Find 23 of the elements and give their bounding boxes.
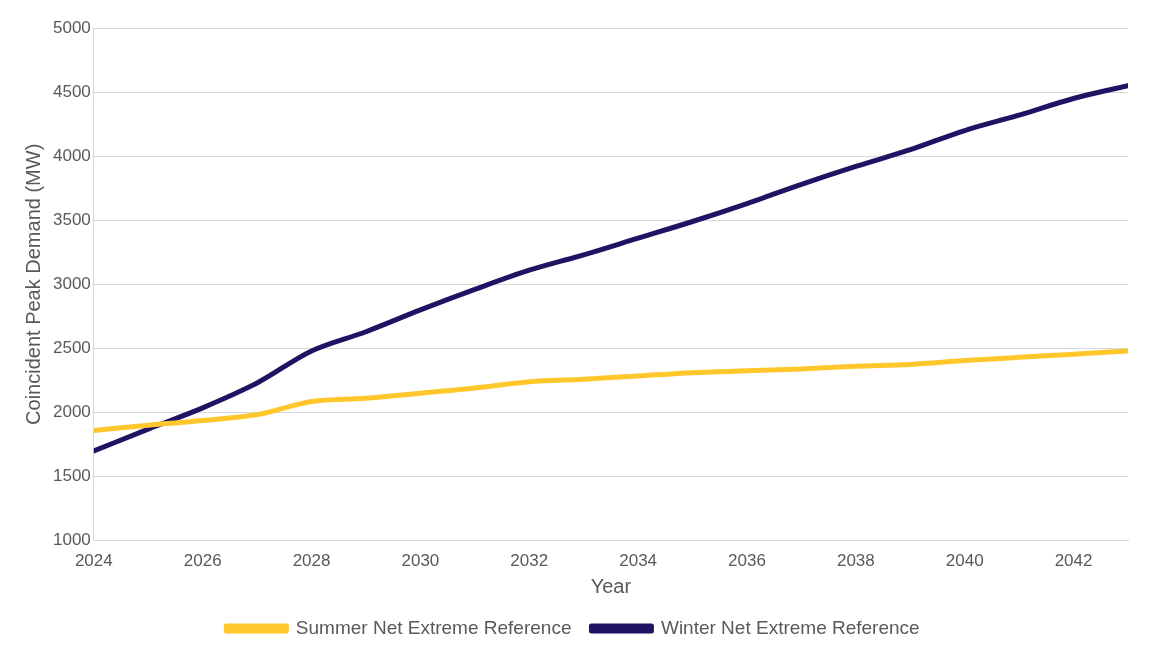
x-tick-label: 2040 bbox=[945, 551, 984, 571]
x-tick-label: 2026 bbox=[183, 551, 222, 571]
x-tick-label: 2028 bbox=[292, 551, 331, 571]
x-tick-label: 2034 bbox=[619, 551, 658, 571]
legend-label: Winter Net Extreme Reference bbox=[660, 616, 920, 638]
x-tick-label: 2036 bbox=[728, 551, 766, 571]
y-tick-label: 1500 bbox=[52, 466, 91, 486]
x-tick-label: 2042 bbox=[1054, 551, 1093, 571]
y-axis-title: Coincident Peak Demand (MW) bbox=[21, 143, 44, 425]
legend-label: Summer Net Extreme Reference bbox=[295, 616, 572, 638]
x-tick-label: 2024 bbox=[74, 551, 113, 571]
x-axis-title: Year bbox=[590, 574, 632, 597]
y-tick-label: 2000 bbox=[52, 402, 91, 422]
y-tick-label: 1000 bbox=[52, 530, 91, 550]
y-tick-label: 4000 bbox=[52, 145, 91, 165]
y-tick-label: 3000 bbox=[52, 273, 91, 293]
y-tick-label: 2500 bbox=[52, 338, 91, 358]
y-tick-label: 4500 bbox=[52, 81, 91, 101]
x-tick-label: 2030 bbox=[401, 551, 440, 571]
x-tick-label: 2038 bbox=[836, 551, 875, 571]
y-tick-label: 5000 bbox=[52, 17, 91, 37]
x-tick-label: 2032 bbox=[510, 551, 549, 571]
y-tick-label: 3500 bbox=[52, 209, 91, 229]
